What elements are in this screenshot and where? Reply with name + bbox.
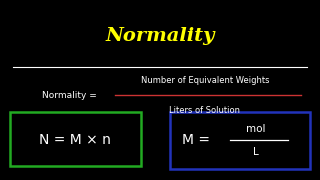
Text: mol: mol [246, 124, 266, 134]
Text: Liters of Solution: Liters of Solution [169, 106, 240, 115]
Text: M =: M = [182, 132, 215, 147]
Text: Normality: Normality [105, 27, 215, 45]
Text: Number of Equivalent Weights: Number of Equivalent Weights [140, 76, 269, 85]
Text: N = M × n: N = M × n [39, 132, 111, 147]
Text: L: L [253, 147, 259, 157]
Text: Normality =: Normality = [42, 91, 99, 100]
